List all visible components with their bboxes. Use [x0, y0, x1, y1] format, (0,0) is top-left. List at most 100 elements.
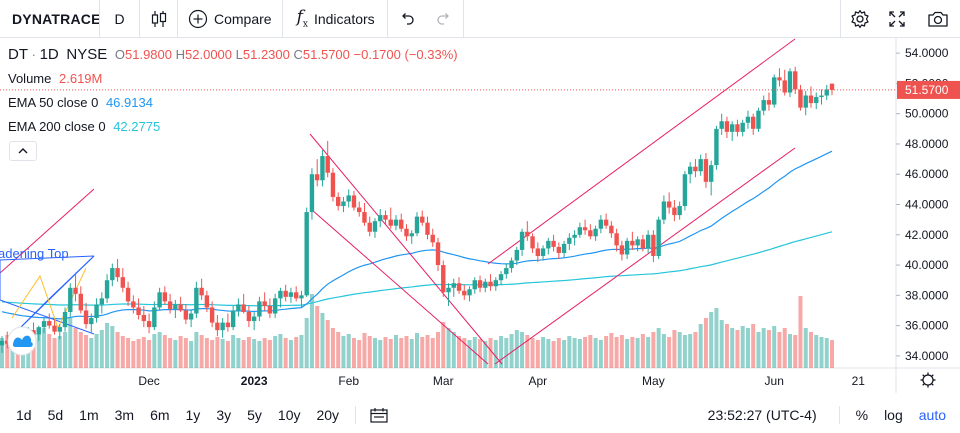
ema50-value: 46.9134: [105, 95, 153, 110]
candle-body: [766, 100, 772, 105]
candle-body: [220, 322, 225, 331]
volume-bar: [299, 335, 304, 368]
volume-bar: [735, 330, 740, 368]
range-20y[interactable]: 20y: [316, 407, 340, 423]
volume-bar: [651, 332, 656, 368]
cloud-logo-icon: [13, 335, 33, 347]
candle-body: [199, 287, 204, 296]
candle-body: [351, 195, 357, 208]
candle-body: [267, 305, 273, 314]
chart-style-button[interactable]: [140, 0, 178, 37]
ema200-legend[interactable]: EMA 200 close 0 42.2775: [8, 119, 160, 134]
volume-bar: [567, 336, 572, 368]
auto-toggle[interactable]: auto: [918, 407, 946, 423]
candle-body: [630, 240, 635, 246]
range-10y[interactable]: 10y: [277, 407, 301, 423]
candle-body: [714, 128, 719, 166]
candle-body: [819, 95, 824, 98]
candle-body: [582, 227, 588, 231]
volume-bar: [420, 337, 425, 368]
time-tick-label: Jun: [765, 374, 784, 388]
volume-bar: [814, 335, 819, 368]
price-tick-label: 42.0000: [905, 228, 949, 242]
volume-bar: [425, 335, 430, 368]
candle-body: [640, 239, 646, 249]
pattern-line: [47, 255, 95, 301]
range-3m[interactable]: 3m: [114, 407, 135, 423]
interval-button[interactable]: D: [100, 0, 140, 37]
compare-button[interactable]: Compare: [178, 0, 283, 37]
ema50-label: EMA 50 close 0: [8, 95, 99, 110]
time-tick-label: Apr: [528, 374, 547, 388]
fullscreen-button[interactable]: [878, 0, 916, 37]
legend-close-label: C: [293, 47, 303, 62]
volume-legend[interactable]: Volume 2.619M: [8, 71, 102, 86]
collapse-legend-button[interactable]: [9, 141, 37, 161]
volume-bar: [777, 332, 782, 368]
volume-bar: [798, 296, 803, 368]
legend-high-value: 52.0000: [185, 47, 233, 62]
volume-bar: [446, 328, 451, 368]
volume-bar: [808, 332, 813, 368]
candle-body: [698, 159, 703, 172]
candle-body: [609, 225, 614, 234]
ema50-legend[interactable]: EMA 50 close 0 46.9134: [8, 95, 153, 110]
volume-bar: [31, 333, 36, 368]
volume-bar: [588, 335, 593, 368]
candle-body: [52, 325, 57, 332]
bottom-divider: [355, 406, 357, 424]
candle-body: [141, 315, 147, 322]
goto-date-button[interactable]: [364, 407, 394, 423]
settings-button[interactable]: [840, 0, 878, 37]
candle-body: [603, 219, 609, 226]
pattern-line: [0, 255, 95, 261]
candle-body: [756, 110, 761, 129]
indicators-button[interactable]: fx Indicators: [283, 0, 388, 37]
candle-body: [435, 242, 441, 266]
symbol-search-button[interactable]: DYNATRACE: [0, 0, 100, 37]
volume-bar: [830, 340, 834, 368]
percent-toggle[interactable]: %: [855, 407, 869, 423]
range-6m[interactable]: 6m: [150, 407, 170, 423]
chart-area[interactable]: adening Top 54.0000 52.0000 50.0000 48.0000 4…: [0, 38, 960, 393]
pattern-line: [17, 299, 49, 331]
volume-bar: [604, 336, 609, 368]
legend-exchange: NYSE: [66, 46, 108, 63]
range-3y[interactable]: 3y: [216, 407, 232, 423]
redo-button[interactable]: [426, 0, 464, 37]
volume-bar: [84, 335, 89, 368]
range-5y[interactable]: 5y: [247, 407, 262, 423]
range-1m[interactable]: 1m: [79, 407, 99, 423]
undo-button[interactable]: [388, 0, 426, 37]
price-chart[interactable]: adening Top 54.0000 52.0000 50.0000 48.0000 4…: [0, 38, 960, 393]
candle-body: [262, 301, 267, 306]
range-1y[interactable]: 1y: [185, 407, 201, 423]
time-tick-label: 2023: [241, 374, 268, 388]
volume-bar: [262, 338, 267, 368]
candle-body: [430, 234, 435, 243]
range-5d[interactable]: 5d: [47, 407, 64, 423]
volume-bar: [661, 334, 666, 368]
volume-bar: [488, 338, 493, 368]
pattern-label: adening Top: [0, 246, 69, 261]
volume-bar: [257, 341, 262, 368]
volume-bar: [236, 338, 241, 368]
current-price-tag: [897, 80, 960, 99]
candle-body: [498, 274, 504, 281]
price-tick-label: 38.0000: [905, 288, 949, 302]
volume-bar: [824, 338, 829, 368]
range-1d[interactable]: 1d: [16, 407, 32, 423]
volume-bar: [751, 324, 756, 368]
candle-body: [441, 265, 446, 293]
candle-body: [288, 292, 294, 297]
volume-bar: [378, 340, 383, 368]
volume-bar: [709, 312, 714, 368]
candle-body: [283, 290, 288, 297]
candle-body: [593, 228, 598, 237]
clock[interactable]: 23:52:27 (UTC-4): [707, 407, 817, 423]
log-toggle[interactable]: log: [884, 407, 903, 423]
price-tick-label: 36.0000: [905, 319, 949, 333]
fullscreen-icon: [889, 10, 905, 27]
screenshot-button[interactable]: [916, 0, 960, 37]
candle-body: [409, 233, 414, 237]
